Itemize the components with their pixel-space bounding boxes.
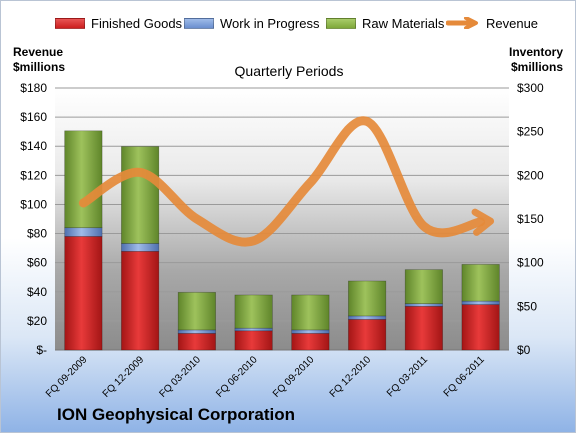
category-label: FQ 06-2011 [442, 354, 487, 399]
right-tick-label: $250 [517, 125, 544, 139]
bar-finished-goods [348, 319, 385, 350]
left-tick-label: $100 [20, 197, 47, 211]
bar-finished-goods [462, 305, 499, 350]
left-tick-label: $120 [20, 168, 47, 182]
right-tick-label: $200 [517, 168, 544, 182]
left-tick-label: $60 [27, 256, 47, 270]
bar-work-in-progress [178, 330, 215, 333]
bar-finished-goods [178, 333, 215, 350]
left-tick-label: $160 [20, 110, 47, 124]
category-label: FQ 12-2010 [328, 354, 374, 400]
category-label: FQ 03-2010 [157, 354, 203, 400]
right-tick-label: $150 [517, 212, 544, 226]
bar-work-in-progress [405, 304, 442, 307]
bar-work-in-progress [462, 301, 499, 304]
right-tick-label: $50 [517, 299, 537, 313]
bar-finished-goods [65, 236, 102, 350]
bar-raw-materials [348, 281, 385, 316]
company-name: ION Geophysical Corporation [57, 405, 295, 425]
bar-finished-goods [405, 306, 442, 350]
bar-finished-goods [292, 333, 329, 350]
bar-raw-materials [235, 295, 272, 328]
bar-work-in-progress [121, 243, 158, 251]
left-tick-label: $140 [20, 139, 47, 153]
bar-work-in-progress [292, 330, 329, 333]
category-label: FQ 09-2010 [271, 354, 317, 400]
bar-raw-materials [178, 292, 215, 330]
bar-finished-goods [121, 251, 158, 350]
category-label: FQ 12-2009 [101, 354, 147, 400]
bar-finished-goods [235, 331, 272, 350]
category-label: FQ 03-2011 [385, 354, 430, 399]
right-tick-label: $100 [517, 256, 544, 270]
left-tick-label: $180 [20, 81, 47, 95]
category-label: FQ 06-2010 [214, 354, 260, 400]
right-tick-label: $0 [517, 343, 531, 357]
right-tick-label: $300 [517, 81, 544, 95]
left-tick-label: $- [36, 343, 47, 357]
chart-title: Quarterly Periods [1, 63, 576, 79]
left-tick-label: $20 [27, 314, 47, 328]
bar-work-in-progress [65, 228, 102, 237]
bar-raw-materials [405, 270, 442, 304]
bar-work-in-progress [235, 328, 272, 331]
bar-raw-materials [462, 264, 499, 301]
bar-raw-materials [292, 295, 329, 330]
bar-raw-materials [65, 131, 102, 228]
bar-work-in-progress [348, 316, 385, 319]
bar-raw-materials [121, 147, 158, 244]
category-label: FQ 09-2009 [44, 354, 90, 400]
left-tick-label: $80 [27, 227, 47, 241]
left-tick-label: $40 [27, 285, 47, 299]
